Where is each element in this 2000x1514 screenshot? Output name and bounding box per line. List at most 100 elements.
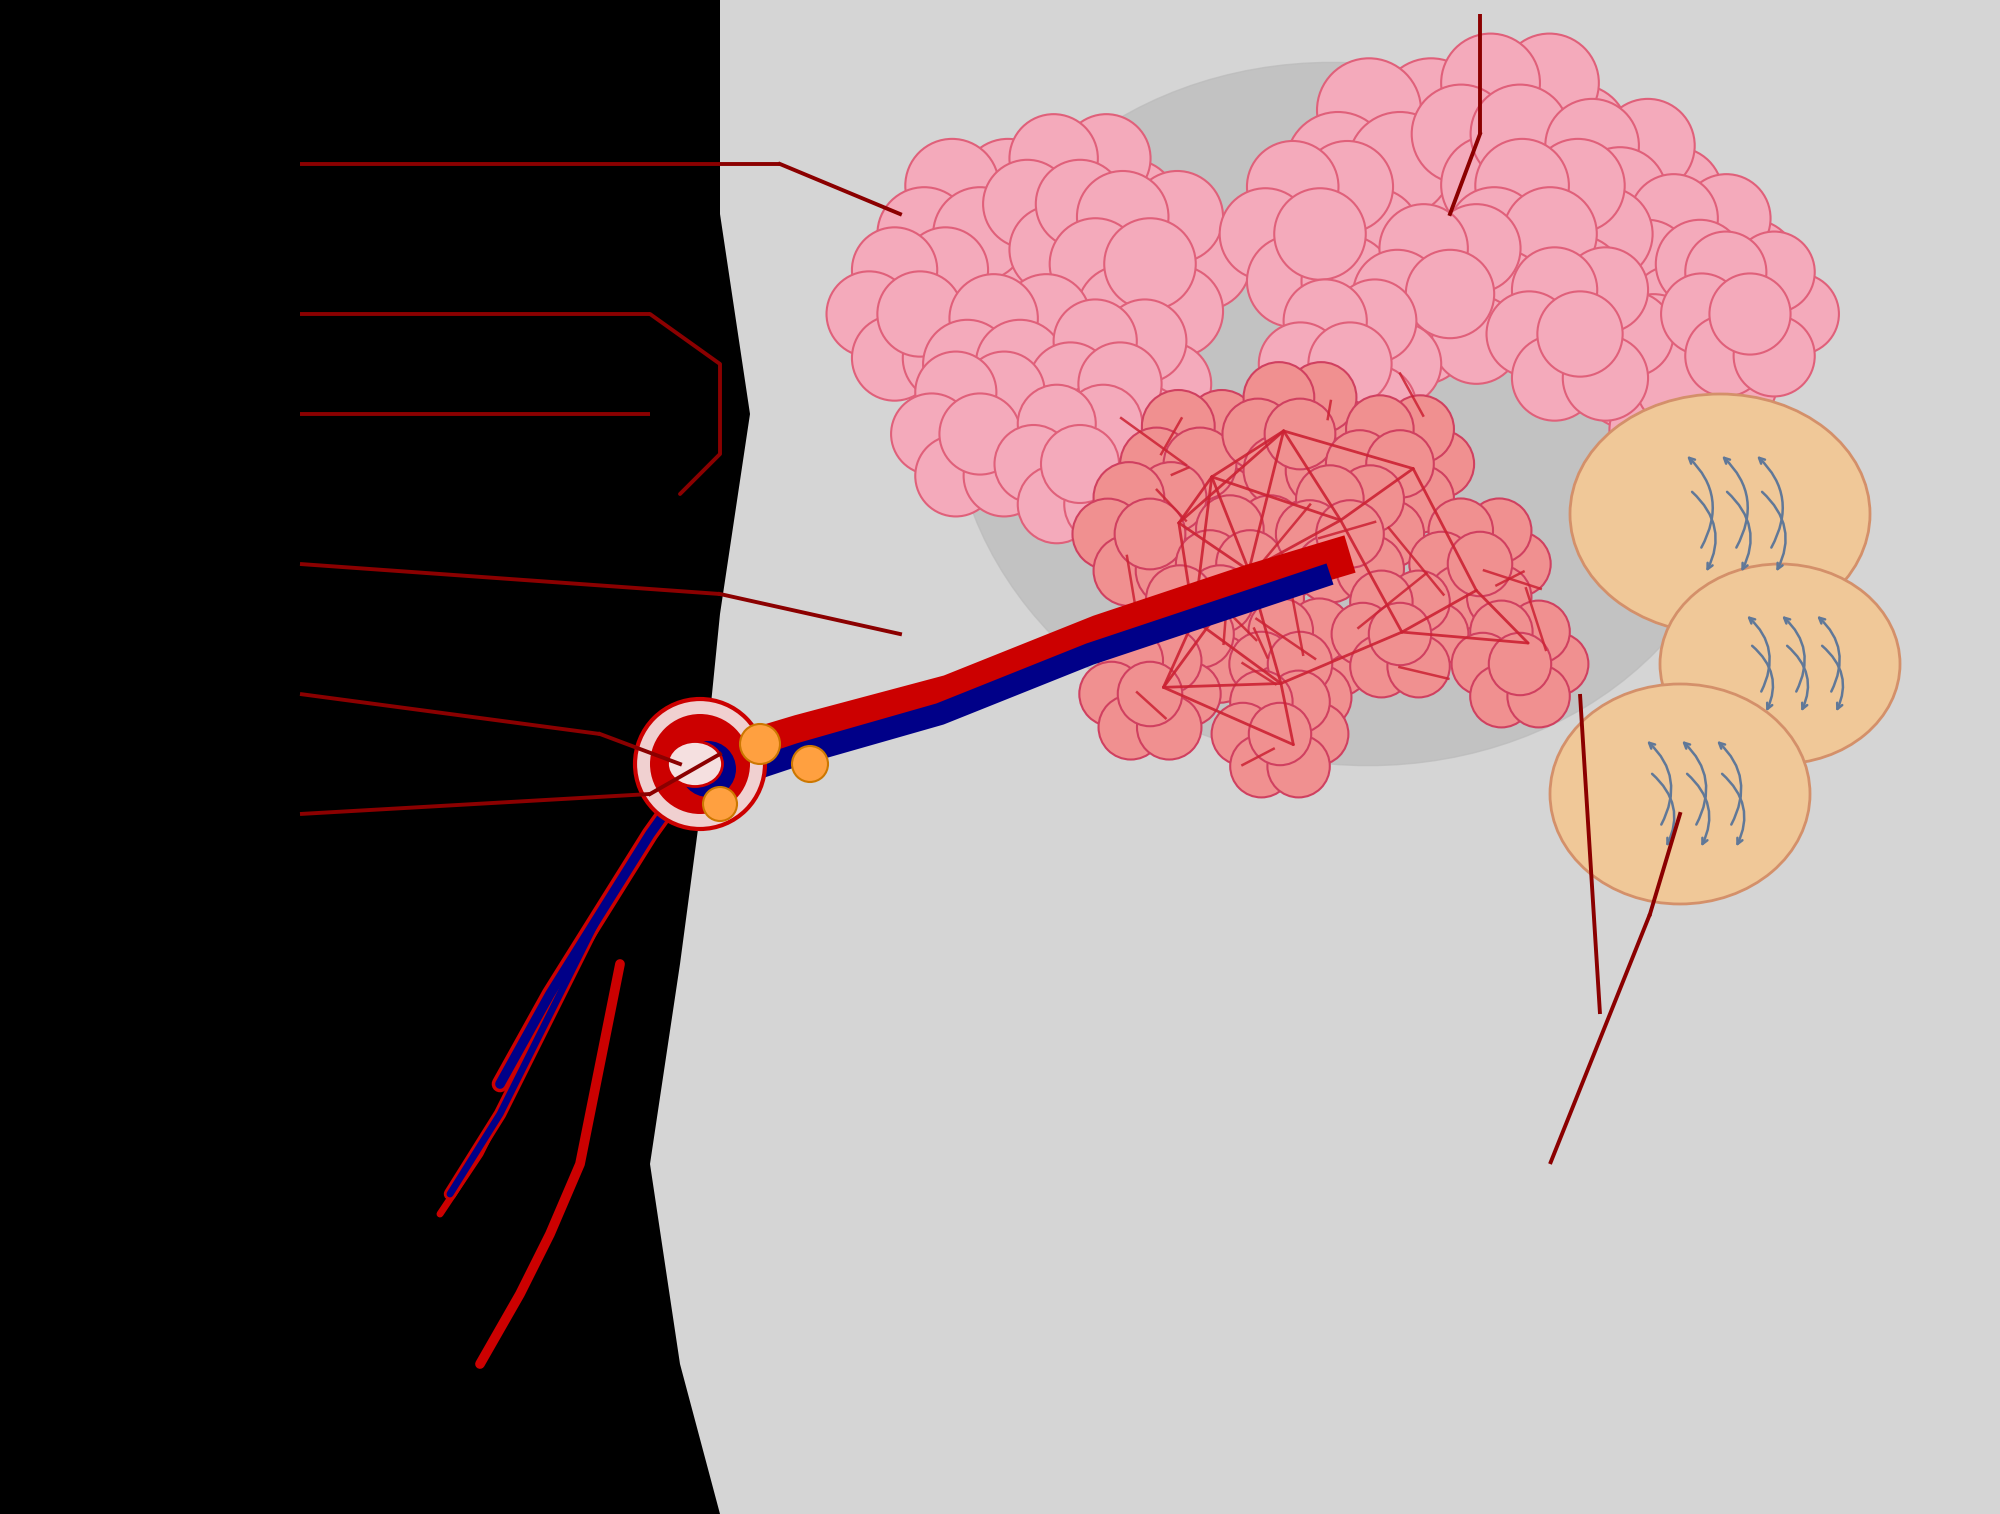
Circle shape xyxy=(1662,294,1750,383)
Circle shape xyxy=(962,139,1054,233)
Circle shape xyxy=(1610,386,1698,474)
Circle shape xyxy=(1470,665,1532,727)
Circle shape xyxy=(1432,295,1520,385)
Circle shape xyxy=(878,188,972,280)
Circle shape xyxy=(1734,315,1814,397)
Circle shape xyxy=(964,436,1044,516)
Circle shape xyxy=(1276,500,1344,568)
Circle shape xyxy=(976,319,1064,409)
Circle shape xyxy=(988,394,1068,474)
Circle shape xyxy=(740,724,780,765)
Circle shape xyxy=(1380,295,1468,385)
Circle shape xyxy=(928,271,1014,357)
Circle shape xyxy=(1758,274,1838,354)
Circle shape xyxy=(1264,398,1336,469)
Circle shape xyxy=(1268,631,1332,696)
Circle shape xyxy=(1380,59,1484,162)
Circle shape xyxy=(1220,188,1312,280)
Circle shape xyxy=(1064,385,1142,463)
Circle shape xyxy=(902,227,988,312)
Circle shape xyxy=(1258,322,1342,406)
Circle shape xyxy=(1662,274,1742,354)
Circle shape xyxy=(1136,462,1206,533)
Circle shape xyxy=(1734,232,1814,313)
Circle shape xyxy=(1508,601,1570,663)
Circle shape xyxy=(1326,430,1394,498)
Circle shape xyxy=(1230,734,1292,798)
Circle shape xyxy=(924,319,1012,409)
Circle shape xyxy=(1142,391,1214,463)
Circle shape xyxy=(1302,236,1394,327)
Circle shape xyxy=(1470,601,1532,663)
Circle shape xyxy=(852,315,938,401)
Circle shape xyxy=(1146,634,1214,702)
Circle shape xyxy=(1010,206,1098,294)
Circle shape xyxy=(1286,362,1356,433)
Circle shape xyxy=(1378,165,1482,269)
Circle shape xyxy=(1230,631,1294,696)
Circle shape xyxy=(1512,247,1598,333)
PathPatch shape xyxy=(650,0,2000,1514)
Circle shape xyxy=(1296,465,1364,533)
Circle shape xyxy=(1406,603,1468,665)
Circle shape xyxy=(940,394,1020,474)
Circle shape xyxy=(1350,634,1412,698)
Circle shape xyxy=(892,394,972,474)
Circle shape xyxy=(1500,136,1598,235)
Circle shape xyxy=(962,236,1054,329)
Circle shape xyxy=(1508,665,1570,727)
Circle shape xyxy=(1346,465,1414,533)
Circle shape xyxy=(1098,695,1164,760)
Circle shape xyxy=(1118,662,1182,727)
Circle shape xyxy=(984,160,1072,248)
Circle shape xyxy=(1546,98,1638,192)
Circle shape xyxy=(1512,336,1598,421)
Circle shape xyxy=(1062,114,1150,203)
Circle shape xyxy=(1244,362,1314,433)
Circle shape xyxy=(1682,174,1770,262)
Circle shape xyxy=(1358,322,1442,406)
Circle shape xyxy=(1268,734,1330,798)
Circle shape xyxy=(1164,427,1236,501)
Circle shape xyxy=(1136,695,1202,760)
Circle shape xyxy=(1530,85,1628,183)
Circle shape xyxy=(1216,530,1284,598)
Circle shape xyxy=(1248,665,1314,730)
Circle shape xyxy=(1302,141,1394,233)
Circle shape xyxy=(1636,339,1724,428)
Circle shape xyxy=(1076,265,1168,357)
Circle shape xyxy=(1386,395,1454,463)
Circle shape xyxy=(1120,427,1194,501)
Circle shape xyxy=(1470,85,1570,183)
Circle shape xyxy=(1256,530,1324,598)
Circle shape xyxy=(1538,291,1622,377)
Circle shape xyxy=(1562,336,1648,421)
Circle shape xyxy=(1334,365,1416,448)
Circle shape xyxy=(1088,160,1176,248)
Circle shape xyxy=(1452,633,1514,695)
Circle shape xyxy=(1248,702,1312,765)
Circle shape xyxy=(1532,139,1624,233)
Circle shape xyxy=(878,271,962,357)
Circle shape xyxy=(1196,495,1264,563)
Circle shape xyxy=(1380,204,1468,292)
Circle shape xyxy=(1688,339,1776,428)
Circle shape xyxy=(1386,465,1454,533)
Circle shape xyxy=(1094,534,1164,606)
Circle shape xyxy=(1166,600,1234,668)
Circle shape xyxy=(1406,430,1474,498)
Circle shape xyxy=(1158,218,1250,310)
Circle shape xyxy=(1128,342,1212,425)
Circle shape xyxy=(1284,365,1366,448)
Ellipse shape xyxy=(952,62,1748,766)
Circle shape xyxy=(1062,206,1150,294)
Circle shape xyxy=(1308,322,1392,406)
Circle shape xyxy=(1604,220,1692,309)
Circle shape xyxy=(1244,435,1314,506)
Ellipse shape xyxy=(1660,565,1900,765)
Circle shape xyxy=(1500,33,1598,132)
Circle shape xyxy=(1610,294,1698,383)
Circle shape xyxy=(1630,174,1718,262)
Circle shape xyxy=(1574,147,1666,241)
Circle shape xyxy=(1132,171,1224,262)
